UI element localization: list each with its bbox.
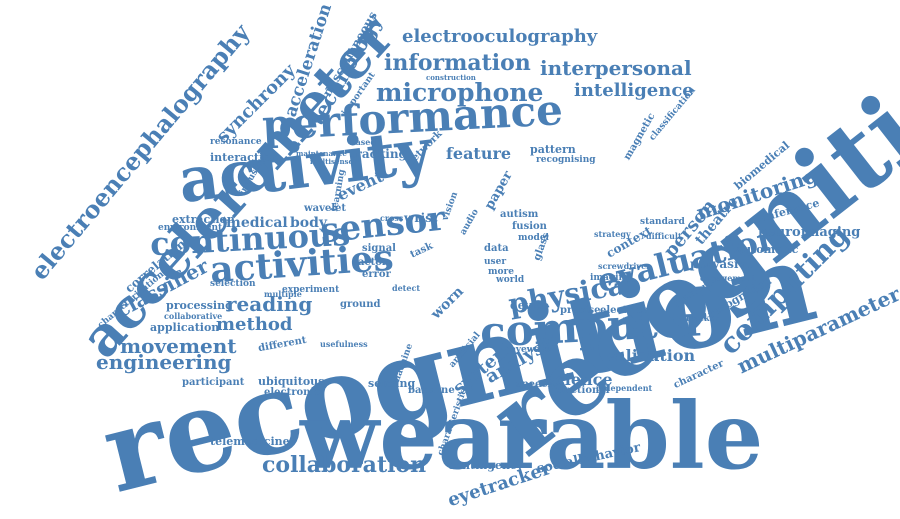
cloud-word: based	[350, 137, 376, 147]
cloud-word: contingency	[448, 459, 524, 472]
cloud-word: independent	[596, 383, 653, 393]
cloud-word: collaborative	[164, 311, 223, 321]
cloud-word: signal	[362, 243, 396, 254]
cloud-word: extraction	[172, 213, 235, 226]
cloud-word: neuroimaging	[758, 225, 861, 240]
cloud-word: science	[546, 370, 613, 389]
cloud-word: resonance	[210, 137, 262, 147]
cloud-word: more	[488, 267, 514, 277]
cloud-word: maintenance	[296, 149, 347, 158]
cloud-word: wavelet	[304, 203, 347, 214]
cloud-word: model	[518, 233, 549, 243]
cloud-word: functional	[552, 385, 610, 396]
cloud-word: error	[362, 269, 391, 280]
cloud-word: pervasive	[690, 257, 754, 271]
cloud-word: validation	[606, 346, 696, 365]
cloud-word: eyeware	[510, 345, 551, 355]
cloud-word: actor	[358, 257, 388, 268]
cloud-word: sensing	[368, 377, 416, 390]
cloud-word: screwdriver	[598, 261, 651, 271]
cloud-word: engagement	[700, 273, 756, 283]
cloud-word: participant	[182, 377, 245, 388]
cloud-word: tracker	[686, 313, 719, 323]
cloud-word: electrooculography	[402, 26, 598, 47]
cloud-word: interpersonal	[540, 56, 692, 80]
cloud-word: data	[484, 243, 509, 254]
cloud-word: recognising	[536, 155, 596, 165]
cloud-word: strategy	[594, 229, 631, 239]
cloud-word: reading	[226, 292, 313, 316]
cloud-word: movement	[120, 334, 237, 358]
cloud-word: experiment	[282, 285, 340, 295]
cloud-word: automatic	[736, 243, 799, 256]
cloud-word: electrical	[600, 305, 653, 316]
cloud-word: body	[290, 215, 328, 231]
cloud-word: interaction	[210, 151, 279, 164]
cloud-word: user	[484, 257, 507, 267]
cloud-word: collaboration	[262, 452, 427, 478]
cloud-word: information	[384, 50, 531, 76]
cloud-word: paper	[481, 168, 516, 213]
cloud-word: medical	[226, 215, 288, 231]
cloud-word: intelligence	[574, 80, 694, 101]
cloud-word: wrist	[404, 211, 438, 225]
cloud-word: task	[408, 240, 435, 261]
cloud-word: precise	[560, 305, 601, 316]
cloud-word: electronic	[264, 387, 321, 398]
cloud-word: difficult	[646, 231, 682, 241]
cloud-word: multiple	[264, 289, 302, 299]
cloud-word: ubiquitous	[258, 375, 325, 388]
cloud-word: autism	[500, 209, 539, 220]
cloud-word: world	[496, 275, 525, 285]
cloud-word: usefulness	[320, 339, 368, 349]
cloud-word: construction	[426, 73, 476, 82]
cloud-word: baseline	[408, 385, 455, 396]
cloud-word: audio	[458, 207, 481, 237]
cloud-word: processing	[166, 299, 233, 312]
cloud-word: ground	[340, 299, 381, 310]
cloud-word: pattern	[530, 143, 576, 156]
cloud-word: selection	[210, 279, 256, 289]
cloud-word: cross	[380, 213, 404, 223]
cloud-word: detect	[392, 283, 421, 293]
cloud-word: method	[216, 314, 293, 335]
cloud-word: feature	[446, 144, 512, 163]
cloud-word: engineering	[96, 350, 232, 374]
cloud-word: speech	[516, 379, 555, 390]
cloud-word: telemedicine	[210, 435, 290, 448]
cloud-word: multisensor	[310, 157, 357, 166]
cloud-word: imaging	[590, 273, 632, 283]
cloud-word: tracking	[350, 147, 407, 161]
cloud-word: application	[150, 321, 220, 334]
cloud-word: fusion	[512, 221, 547, 232]
cloud-word: wearable	[300, 382, 764, 490]
cloud-word: microphone	[376, 78, 544, 107]
cloud-word: standard	[640, 217, 685, 227]
cloud-word: vision	[440, 190, 461, 222]
cloud-word: environment	[158, 223, 223, 233]
cloud-word: device	[510, 299, 549, 312]
